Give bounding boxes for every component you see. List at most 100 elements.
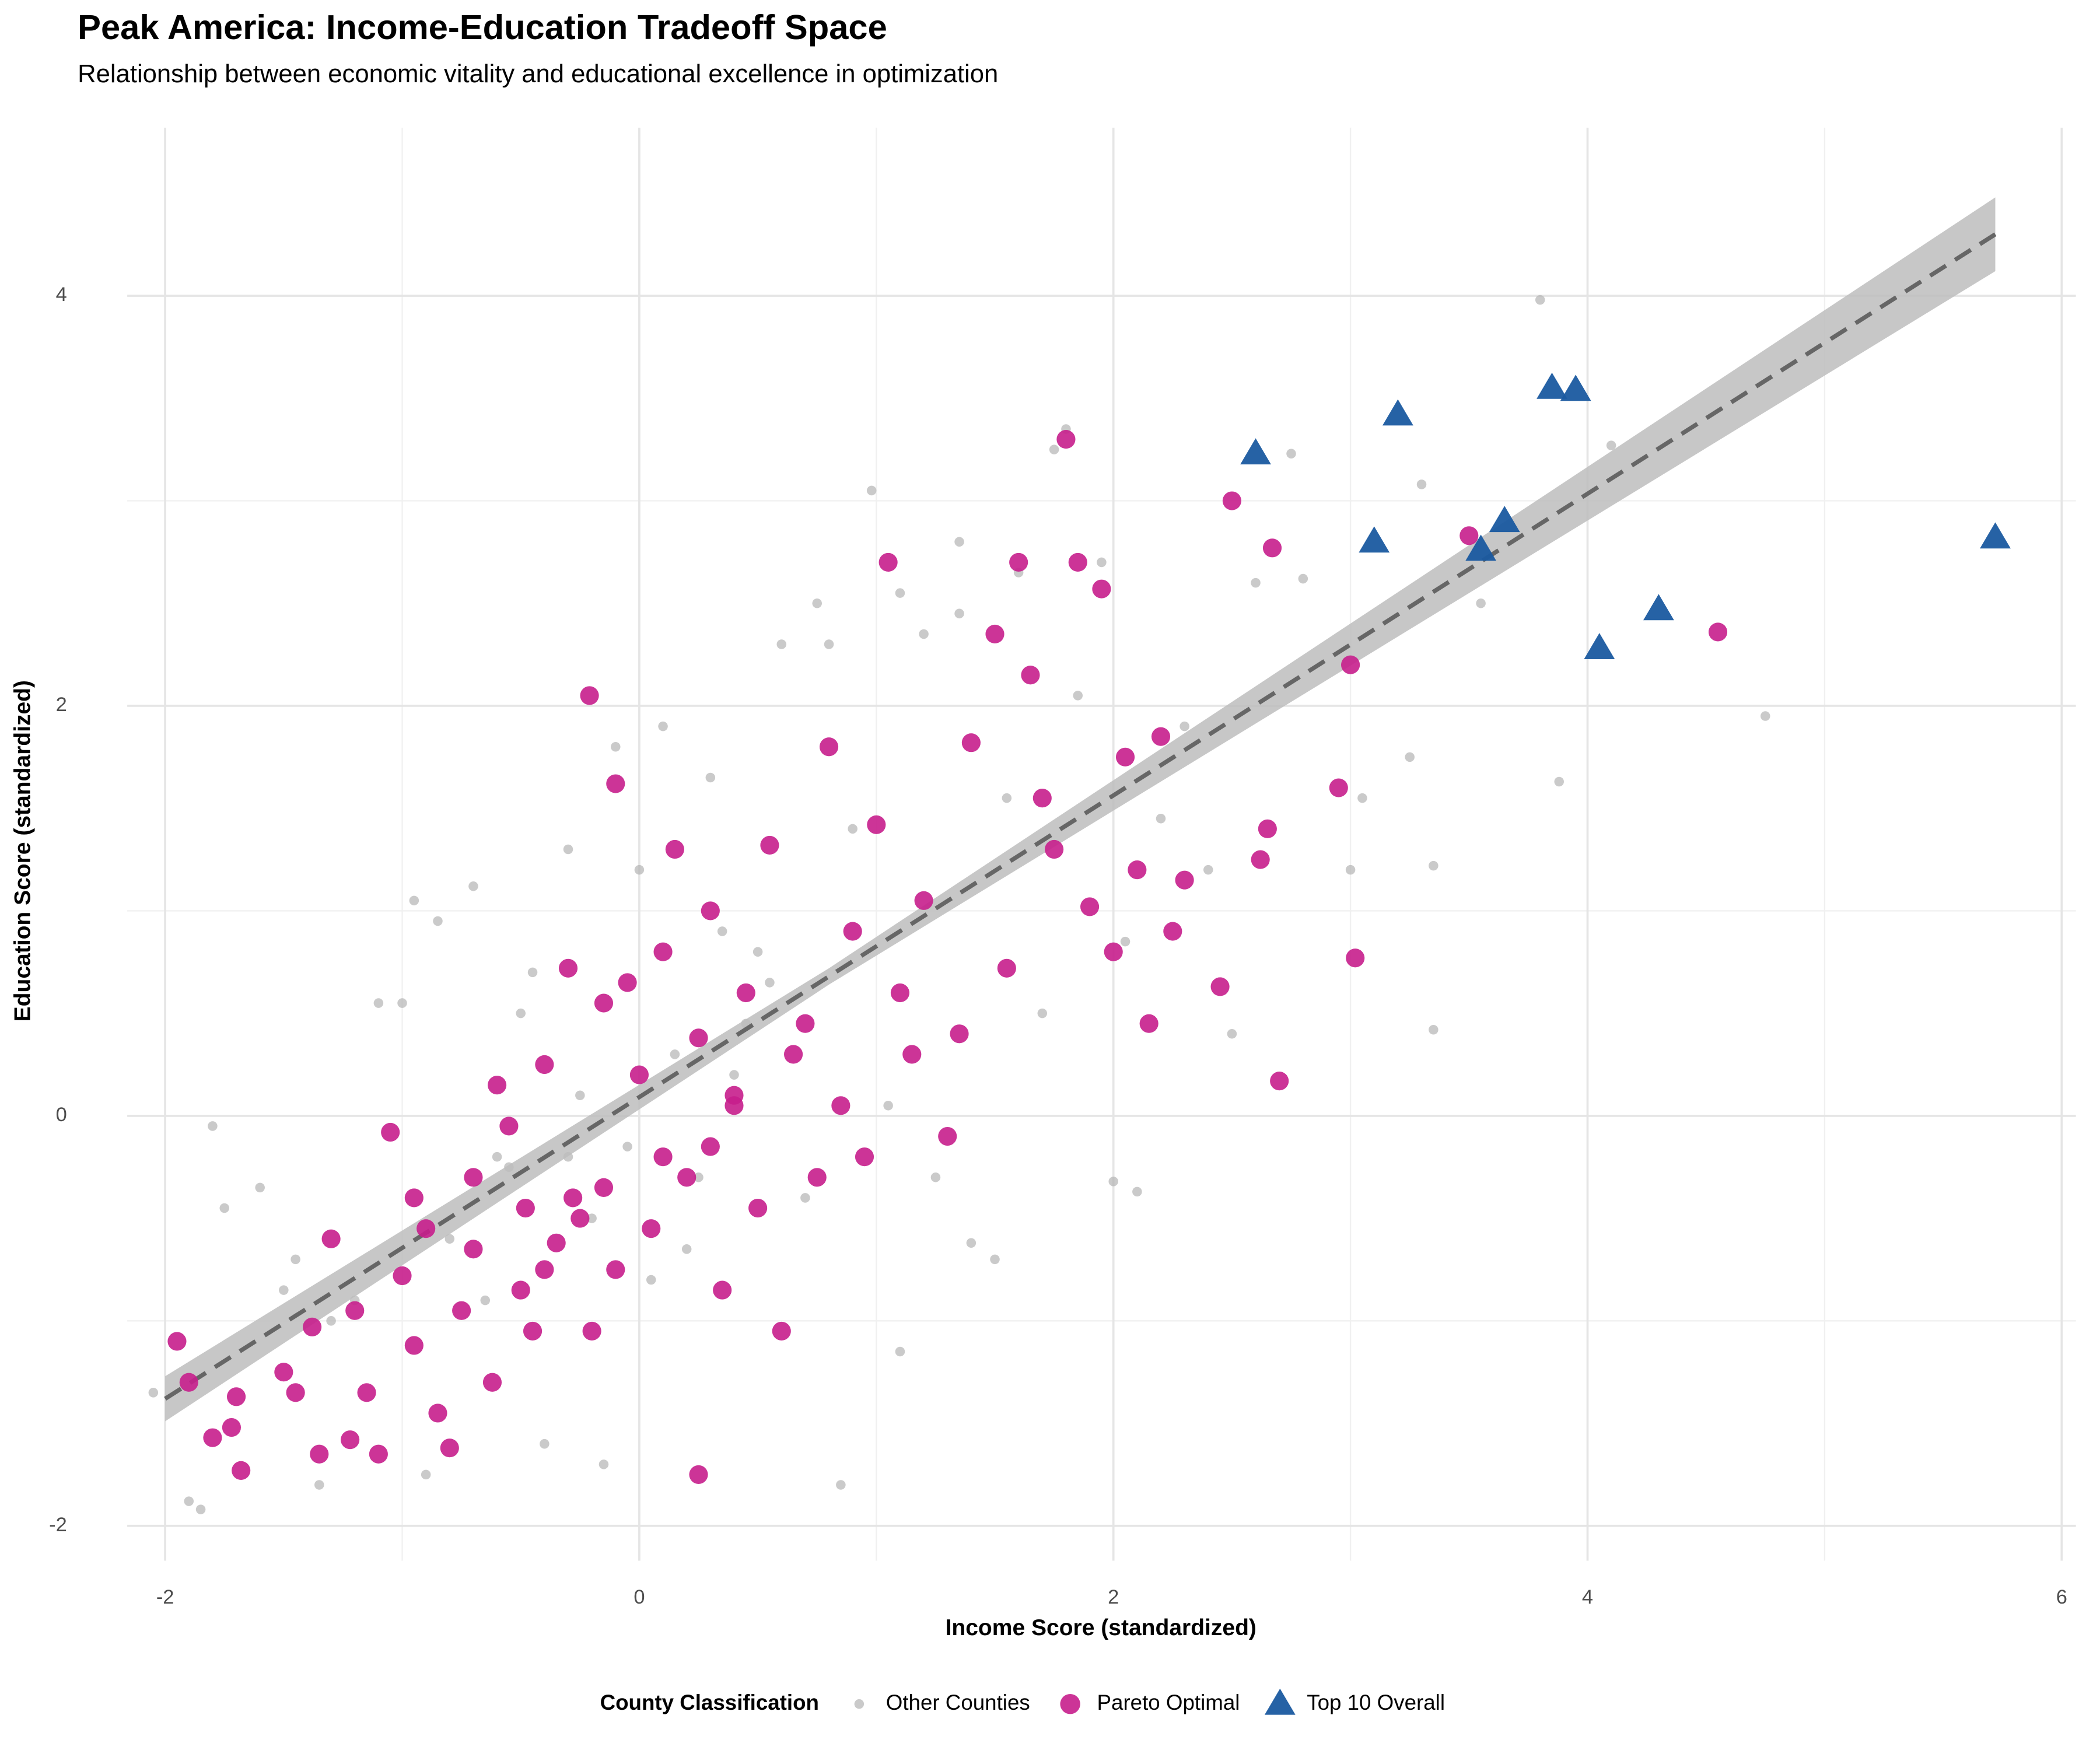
point <box>575 1090 585 1100</box>
point <box>564 1188 583 1208</box>
x-tick-label: 6 <box>2056 1586 2067 1608</box>
legend-title: County Classification <box>600 1690 819 1714</box>
point <box>1080 897 1100 916</box>
point <box>736 983 755 1003</box>
legend-label: Pareto Optimal <box>1097 1690 1240 1714</box>
point <box>290 1254 300 1265</box>
point <box>482 1373 502 1392</box>
point <box>606 1260 625 1279</box>
point <box>701 901 720 921</box>
point <box>629 1065 649 1084</box>
point <box>1416 480 1427 489</box>
point <box>468 881 478 891</box>
point <box>452 1301 471 1320</box>
point <box>622 1142 632 1152</box>
point <box>748 1198 768 1218</box>
point <box>1097 557 1107 568</box>
point <box>784 1045 803 1064</box>
y-axis-title: Education Score (standardized) <box>10 680 36 1021</box>
x-tick-label: 0 <box>634 1586 645 1608</box>
point <box>694 1172 704 1182</box>
point <box>433 916 443 926</box>
point <box>480 1295 491 1306</box>
point <box>570 1209 590 1228</box>
point <box>606 774 625 793</box>
point <box>701 1137 720 1156</box>
point <box>464 1240 483 1259</box>
point <box>1092 579 1111 598</box>
point <box>540 1438 550 1449</box>
point <box>326 1316 336 1326</box>
point <box>167 1332 187 1351</box>
point <box>184 1496 194 1506</box>
y-tick-label: 0 <box>56 1104 67 1126</box>
legend-marker <box>854 1699 864 1709</box>
point <box>776 639 787 649</box>
point <box>653 942 673 961</box>
point <box>369 1444 388 1464</box>
point <box>516 1198 535 1218</box>
point <box>807 1168 827 1187</box>
point <box>464 1168 483 1187</box>
point <box>658 721 668 732</box>
point <box>772 1321 791 1340</box>
x-axis-title: Income Score (standardized) <box>946 1615 1256 1640</box>
point <box>409 895 419 906</box>
y-tick-label: 2 <box>56 694 67 716</box>
point <box>1120 936 1130 947</box>
point <box>824 639 834 649</box>
point <box>594 1178 614 1197</box>
point <box>404 1336 424 1355</box>
point <box>1175 870 1194 890</box>
plot-marks <box>148 197 2011 1514</box>
point <box>1429 860 1438 871</box>
legend-marker <box>1060 1693 1080 1714</box>
point <box>642 1219 661 1238</box>
point <box>1535 295 1545 305</box>
point <box>1115 747 1135 766</box>
legend-label: Top 10 Overall <box>1307 1690 1445 1714</box>
point <box>1021 666 1040 685</box>
point <box>527 967 538 978</box>
grid: -2 0 2 4 6 -2 0 2 4 <box>49 127 2076 1608</box>
point <box>1346 949 1365 968</box>
point <box>203 1428 222 1447</box>
point <box>954 537 964 547</box>
point <box>752 947 763 957</box>
point <box>634 864 645 875</box>
point <box>1037 1008 1048 1019</box>
point <box>1056 430 1076 449</box>
point <box>681 1244 692 1254</box>
point <box>914 891 933 910</box>
point <box>930 1172 941 1182</box>
point <box>563 844 573 855</box>
point <box>985 624 1005 644</box>
point <box>919 629 929 639</box>
point <box>314 1480 324 1490</box>
point <box>819 737 839 757</box>
point <box>511 1280 530 1300</box>
point <box>836 1480 846 1490</box>
point <box>416 1219 436 1238</box>
point <box>1227 1029 1237 1039</box>
point <box>1049 444 1059 454</box>
point <box>1536 372 1567 399</box>
point <box>1554 776 1564 787</box>
legend-label: Other Counties <box>886 1690 1030 1714</box>
point <box>274 1363 293 1382</box>
point <box>1286 449 1296 459</box>
point <box>1476 598 1486 608</box>
point <box>1222 491 1241 510</box>
point <box>689 1028 708 1048</box>
point <box>997 958 1016 978</box>
point <box>950 1024 969 1044</box>
point <box>1329 778 1348 797</box>
point <box>1980 522 2011 549</box>
point <box>303 1317 322 1336</box>
legend-marker <box>1264 1688 1296 1715</box>
point <box>226 1387 246 1406</box>
point <box>713 1280 732 1300</box>
point <box>444 1234 455 1244</box>
point <box>1151 727 1171 746</box>
